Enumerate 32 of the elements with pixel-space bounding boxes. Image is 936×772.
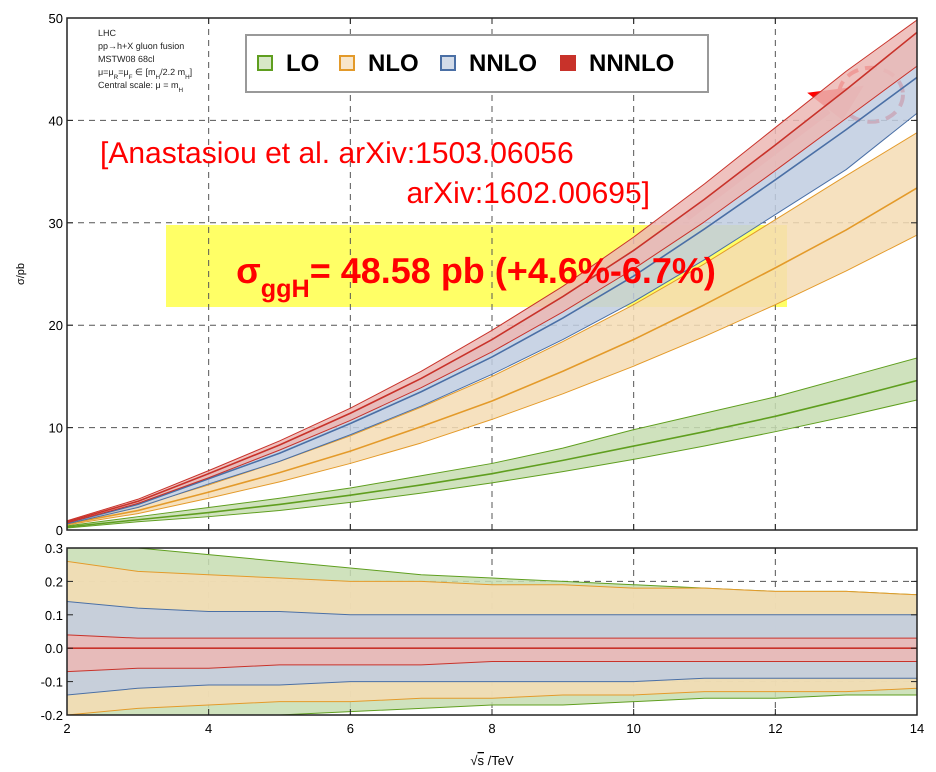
- y-tick-label: 20: [48, 318, 63, 334]
- annotation: [Anastasiou et al. arXiv:1503.06056: [100, 137, 574, 170]
- annotation: Central scale: μ = m$_{H}$: [98, 80, 184, 94]
- x-tick-label: 8: [488, 721, 496, 736]
- y-tick-label: 30: [48, 216, 63, 231]
- legend-label: NNLO: [469, 50, 537, 77]
- legend-label: NLO: [368, 50, 419, 77]
- legend-label: LO: [286, 50, 320, 77]
- y-tick-label: 0.0: [44, 641, 63, 656]
- y-tick-label: 0.3: [44, 541, 63, 556]
- x-tick-label: 6: [346, 721, 354, 736]
- y-tick-label: -0.2: [40, 708, 63, 723]
- annotation: LHC: [98, 28, 117, 38]
- y-tick-label: 10: [48, 420, 63, 436]
- legend-label: NNNLO: [589, 50, 674, 77]
- x-tick-label: 14: [910, 721, 924, 736]
- x-axis-title: √s /TeV: [470, 753, 514, 768]
- x-tick-label: 12: [768, 721, 783, 736]
- text: μ=μ$_{R}$=μ$_{F}$ ∈ [m$_{H}$/2.2 m$_{H}$]: [98, 67, 192, 80]
- y-tick-label: 40: [48, 113, 63, 128]
- y-tick-label: 50: [48, 11, 63, 26]
- y-tick-label: 0: [56, 523, 63, 538]
- y-tick-label: -0.1: [40, 674, 63, 690]
- annotation: pp→h+X gluon fusion: [98, 41, 184, 51]
- annotation: MSTW08 68cl: [98, 54, 155, 64]
- y-tick-label: 0.1: [44, 608, 63, 623]
- x-tick-label: 4: [205, 721, 212, 736]
- y-tick-label: 0.2: [44, 574, 63, 590]
- annotation: arXiv:1602.00695]: [406, 177, 650, 210]
- x-tick-label: 2: [63, 721, 71, 736]
- y-axis-title: σ/pb: [15, 262, 27, 286]
- x-tick-label: 10: [626, 721, 641, 736]
